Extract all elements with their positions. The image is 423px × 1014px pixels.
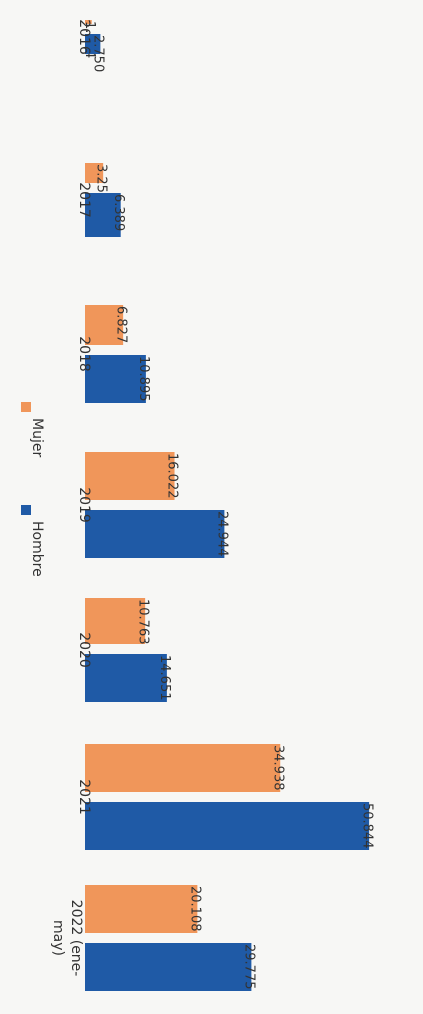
bar-mujer-2022-ene-may	[85, 885, 198, 933]
data-label-mujer-2017: 3.253	[93, 164, 108, 201]
bars-group: 1.2042.75020163.2536.38920176.82710.8952…	[50, 19, 374, 991]
category-label-2017: 2017	[76, 182, 92, 218]
category-label-2018: 2018	[76, 336, 92, 372]
bar-mujer-2018	[85, 305, 124, 345]
data-label-mujer-2021: 34.938	[270, 745, 285, 791]
bar-mujer-2021	[85, 744, 281, 792]
legend-swatch-mujer	[21, 402, 31, 412]
bar-mujer-2020	[85, 598, 146, 644]
legend-item-hombre: Hombre	[21, 505, 45, 577]
data-label-hombre-2019: 24.944	[215, 511, 230, 557]
data-label-hombre-2016: 2.750	[91, 35, 106, 72]
bar-hombre-2022-ene-may	[85, 943, 252, 991]
bar-hombre-2017	[85, 193, 121, 237]
data-label-hombre-2017: 6.389	[111, 194, 126, 231]
category-label-2019: 2019	[76, 487, 92, 523]
data-label-hombre-2022-ene-may: 29.775	[242, 944, 257, 990]
data-label-mujer-2018: 6.827	[113, 306, 128, 343]
bar-hombre-2016	[85, 34, 101, 54]
bar-mujer-2019	[85, 452, 175, 500]
data-label-hombre-2021: 50.844	[359, 803, 374, 849]
bar-hombre-2020	[85, 654, 167, 702]
legend-swatch-hombre	[21, 505, 31, 515]
category-label-2022-ene-may: 2022 (ene-may)	[50, 900, 84, 977]
data-label-hombre-2020: 14.651	[157, 655, 172, 701]
legend: Mujer Hombre	[21, 402, 45, 577]
data-label-mujer-2020: 10.763	[135, 599, 150, 645]
bar-mujer-2017	[85, 163, 104, 183]
bar-hombre-2021	[85, 802, 370, 850]
bar-mujer-2016	[85, 20, 92, 24]
data-label-mujer-2019: 16.022	[165, 453, 180, 499]
bar-hombre-2019	[85, 510, 225, 558]
legend-label-mujer: Mujer	[29, 418, 45, 457]
bar-hombre-2018	[85, 355, 146, 403]
category-label-2016: 2016	[76, 19, 92, 55]
data-label-mujer-2022-ene-may: 20.108	[188, 886, 203, 932]
legend-item-mujer: Mujer	[21, 402, 45, 457]
category-label-2020: 2020	[76, 632, 92, 668]
legend-label-hombre: Hombre	[29, 521, 45, 577]
data-label-hombre-2018: 10.895	[136, 356, 151, 402]
category-label-2021: 2021	[76, 779, 92, 815]
